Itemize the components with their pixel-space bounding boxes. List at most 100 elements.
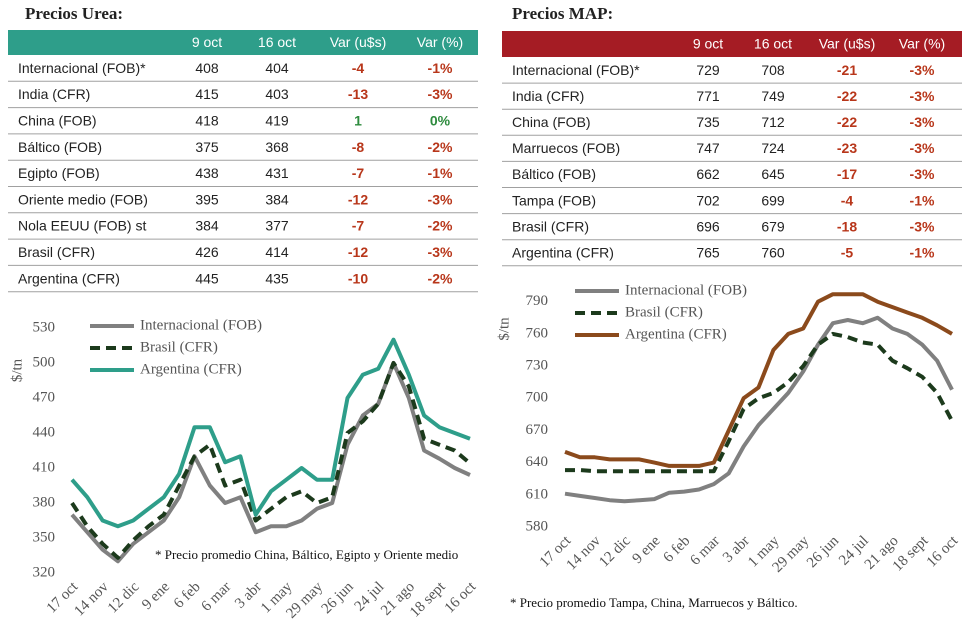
- cell: -3%: [910, 218, 935, 234]
- y-tick-label: 380: [33, 494, 56, 510]
- cell: 426: [195, 244, 219, 260]
- column-header: 16 oct: [754, 36, 792, 52]
- cell: 679: [761, 218, 785, 234]
- row-name: China (FOB): [512, 114, 591, 130]
- cell: 699: [761, 192, 785, 208]
- cell: 662: [696, 166, 720, 182]
- cell: 403: [265, 86, 289, 102]
- cell: -12: [348, 191, 368, 207]
- column-header: 16 oct: [258, 34, 296, 50]
- row-name: Tampa (FOB): [512, 192, 596, 208]
- cell: 414: [265, 244, 289, 260]
- cell: 735: [696, 114, 720, 130]
- cell: -3%: [910, 88, 935, 104]
- y-tick-label: 410: [33, 459, 56, 475]
- cell: -2%: [428, 218, 453, 234]
- x-tick-label: 6 feb: [661, 533, 694, 566]
- cell: -12: [348, 244, 368, 260]
- y-tick-label: 640: [526, 454, 549, 470]
- footnote: * Precio promedio Tampa, China, Marrueco…: [510, 595, 798, 610]
- x-tick-label: 26 jun: [804, 533, 842, 571]
- cell: -1%: [428, 60, 453, 76]
- cell: 696: [696, 218, 720, 234]
- cell: -3%: [910, 140, 935, 156]
- cell: -1%: [428, 165, 453, 181]
- cell: 712: [761, 114, 785, 130]
- cell: 395: [195, 191, 219, 207]
- series-line: [564, 292, 953, 468]
- cell: 760: [761, 244, 785, 260]
- cell: -18: [837, 218, 857, 234]
- y-tick-label: 610: [526, 486, 549, 502]
- cell: 384: [195, 218, 219, 234]
- table-title: Precios Urea:: [25, 4, 123, 23]
- cell: 702: [696, 192, 720, 208]
- series-line: [565, 331, 954, 474]
- cell: -3%: [910, 166, 935, 182]
- cell: -17: [837, 166, 857, 182]
- cell: 1: [354, 112, 362, 128]
- y-axis-label: $/tn: [9, 358, 25, 382]
- x-tick-label: 6 mar: [199, 579, 235, 615]
- cell: -5: [841, 244, 854, 260]
- cell: -3%: [910, 62, 935, 78]
- x-tick-label: 26 jun: [319, 579, 357, 617]
- cell: 729: [696, 62, 720, 78]
- cell: -7: [352, 165, 365, 181]
- cell: 418: [195, 112, 219, 128]
- cell: -7: [352, 218, 365, 234]
- column-header: 9 oct: [693, 36, 723, 52]
- x-tick-label: 16 oct: [442, 578, 480, 616]
- cell: 765: [696, 244, 720, 260]
- x-tick-label: 14 nov: [71, 579, 112, 620]
- x-tick-label: 6 mar: [687, 533, 723, 569]
- column-header: Var (%): [899, 36, 945, 52]
- row-name: China (FOB): [18, 112, 97, 128]
- row-name: Báltico (FOB): [512, 166, 596, 182]
- cell: -13: [348, 86, 368, 102]
- column-header: Var (%): [417, 34, 463, 50]
- cell: 384: [265, 191, 289, 207]
- legend-label: Brasil (CFR): [140, 339, 218, 355]
- y-tick-label: 670: [526, 422, 549, 438]
- y-tick-label: 500: [33, 354, 56, 370]
- legend-label: Argentina (CFR): [140, 361, 242, 377]
- cell: -4: [841, 192, 854, 208]
- cell: -2%: [428, 270, 453, 286]
- cell: -21: [837, 62, 857, 78]
- legend-label: Internacional (FOB): [625, 282, 747, 298]
- cell: -3%: [910, 114, 935, 130]
- series-line: [70, 361, 471, 564]
- cell: 771: [696, 88, 720, 104]
- cell: -1%: [910, 192, 935, 208]
- column-header: 9 oct: [192, 34, 222, 50]
- row-name: Marruecos (FOB): [512, 140, 620, 156]
- y-tick-label: 580: [526, 518, 549, 534]
- row-name: Brasil (CFR): [512, 218, 589, 234]
- cell: -3%: [428, 86, 453, 102]
- legend-label: Internacional (FOB): [140, 317, 262, 333]
- table-header: [8, 30, 478, 55]
- cell: 747: [696, 140, 720, 156]
- y-tick-label: 350: [33, 529, 56, 545]
- footnote: * Precio promedio China, Báltico, Egipto…: [155, 547, 458, 562]
- cell: 431: [265, 165, 289, 181]
- cell: 368: [265, 139, 289, 155]
- row-name: Argentina (CFR): [18, 270, 120, 286]
- cell: 645: [761, 166, 785, 182]
- row-name: Báltico (FOB): [18, 139, 102, 155]
- cell: -1%: [910, 244, 935, 260]
- y-tick-label: 440: [33, 424, 56, 440]
- cell: 749: [761, 88, 785, 104]
- table-title: Precios MAP:: [512, 4, 613, 23]
- y-tick-label: 530: [33, 319, 56, 335]
- series-line: [70, 361, 472, 560]
- row-name: Egipto (FOB): [18, 165, 100, 181]
- x-tick-label: 14 nov: [564, 533, 605, 574]
- x-tick-label: 16 oct: [924, 532, 962, 570]
- series-line: [70, 337, 471, 529]
- x-tick-label: 18 sept: [407, 578, 449, 620]
- y-axis-label: $/tn: [496, 317, 512, 341]
- y-tick-label: 760: [526, 325, 549, 341]
